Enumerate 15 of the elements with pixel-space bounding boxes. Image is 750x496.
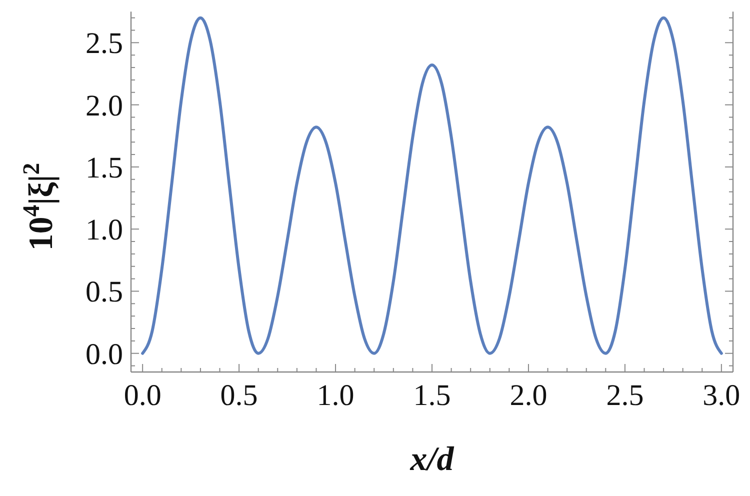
y-tick-label: 1.0 xyxy=(86,214,123,247)
x-axis-title: x/d xyxy=(409,441,455,478)
x-tick-label: 2.5 xyxy=(606,379,644,412)
x-tick-label: 2.0 xyxy=(510,379,548,412)
y-tick-label: 0.0 xyxy=(86,338,123,371)
x-tick-label: 3.0 xyxy=(702,379,740,412)
y-tick-label: 2.0 xyxy=(86,89,123,122)
x-tick-label: 1.0 xyxy=(316,379,354,412)
x-tick-label: 0.0 xyxy=(124,379,162,412)
line-series xyxy=(141,16,723,355)
x-tick-label: 1.5 xyxy=(413,379,451,412)
x-tick-label: 0.5 xyxy=(220,379,258,412)
y-tick-label: 1.5 xyxy=(86,151,123,184)
y-tick-label: 2.5 xyxy=(86,27,123,60)
y-tick-label: 0.5 xyxy=(86,276,123,309)
